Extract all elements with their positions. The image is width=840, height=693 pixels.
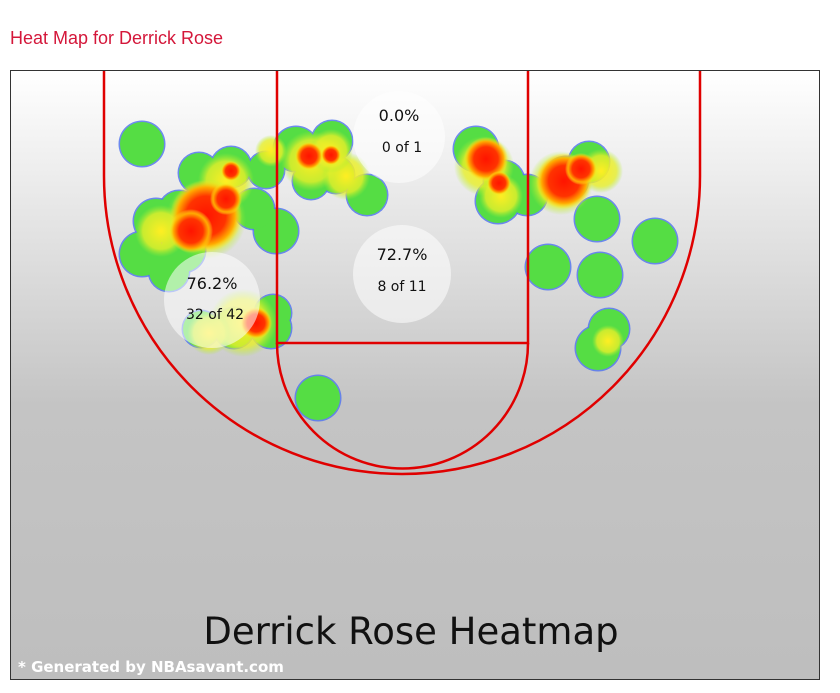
density-blob-low (526, 245, 570, 289)
zone-left-block: 76.2% 32 of 42 (164, 252, 260, 348)
chart-title: Derrick Rose Heatmap (203, 610, 618, 653)
zone-paint-pct: 72.7% (377, 245, 428, 264)
density-blob-low (633, 219, 677, 263)
free-throw-circle (275, 342, 530, 470)
density-blob-low (296, 376, 340, 420)
density-blob-high (210, 183, 242, 215)
page-title: Heat Map for Derrick Rose (10, 28, 224, 48)
zone-labels: 0.0% 0 of 1 72.7% 8 of 11 76.2% 32 of 42 (164, 91, 451, 348)
credit-text: * Generated by NBAsavant.com (18, 658, 284, 676)
zone-paint-fraction: 8 of 11 (377, 279, 426, 295)
zone-left-block-fraction: 32 of 42 (186, 307, 244, 323)
density-blob-high (565, 153, 597, 185)
zone-paint-top-pct: 0.0% (379, 106, 420, 125)
paint-box (275, 71, 530, 345)
density-blob-high (221, 161, 241, 181)
zone-paint-top: 0.0% 0 of 1 (353, 91, 445, 183)
court-lines (102, 71, 702, 476)
zone-paint: 72.7% 8 of 11 (353, 225, 451, 323)
density-blob-mid (255, 135, 287, 167)
density-blob-low (120, 122, 164, 166)
density-blob-high (464, 137, 508, 181)
density-blob-low (578, 253, 622, 297)
heatmap-chart: 0.0% 0 of 1 72.7% 8 of 11 76.2% 32 of 42… (10, 70, 820, 680)
zone-paint-top-fraction: 0 of 1 (382, 140, 422, 156)
density-blob-mid (592, 325, 624, 357)
density-blob-high (295, 142, 323, 170)
density-blob-high (169, 209, 213, 253)
density-blob-high (321, 145, 341, 165)
density-blob-low (575, 197, 619, 241)
zone-left-block-pct: 76.2% (187, 274, 238, 293)
three-point-line (102, 71, 702, 476)
density-blob-high (487, 171, 511, 195)
